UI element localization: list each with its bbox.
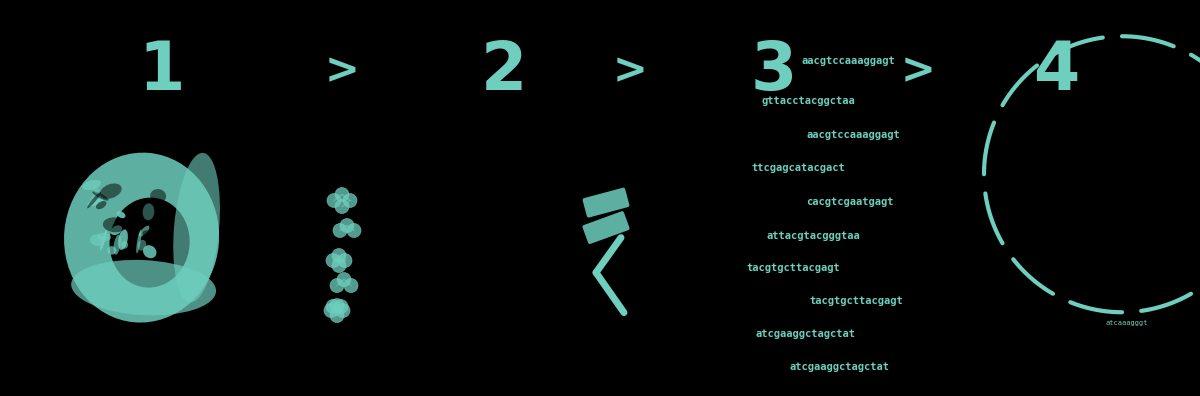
Ellipse shape [118,229,128,250]
Ellipse shape [88,198,103,206]
Ellipse shape [109,198,190,287]
Text: tacgtgcttacgagt: tacgtgcttacgagt [809,296,902,306]
Ellipse shape [143,245,156,258]
Ellipse shape [92,185,100,194]
Ellipse shape [338,253,352,268]
Ellipse shape [143,230,152,240]
Ellipse shape [340,219,354,232]
Ellipse shape [330,308,344,322]
Ellipse shape [335,200,349,213]
Text: attacgtacgggtaa: attacgtacgggtaa [766,230,860,241]
Ellipse shape [90,192,103,206]
Ellipse shape [88,192,101,208]
Ellipse shape [103,217,127,232]
FancyBboxPatch shape [582,188,630,217]
Ellipse shape [330,299,344,312]
Ellipse shape [347,223,361,238]
Text: ttcgagcatacgact: ttcgagcatacgact [751,163,845,173]
Ellipse shape [107,246,116,255]
Ellipse shape [332,249,346,263]
Text: aacgtccaaaggagt: aacgtccaaaggagt [806,129,900,140]
Ellipse shape [137,230,142,253]
Ellipse shape [121,241,128,249]
Ellipse shape [324,303,338,318]
Text: tacgtgcttacgagt: tacgtgcttacgagt [746,263,840,274]
Ellipse shape [344,278,358,293]
Ellipse shape [332,259,346,272]
Ellipse shape [96,201,107,209]
Text: >: > [612,50,648,92]
Ellipse shape [335,188,349,202]
Text: 1: 1 [139,38,185,104]
Text: 2: 2 [481,38,527,104]
Ellipse shape [326,194,341,208]
Ellipse shape [143,203,155,220]
Ellipse shape [332,223,347,238]
Text: >: > [324,50,360,92]
Text: >: > [900,50,936,92]
Ellipse shape [139,226,150,237]
Ellipse shape [110,225,122,235]
Ellipse shape [330,278,344,293]
Ellipse shape [90,234,103,246]
Ellipse shape [336,303,350,318]
Text: cacgtcgaatgagt: cacgtcgaatgagt [806,197,894,207]
Text: 3: 3 [751,38,797,104]
Ellipse shape [64,152,220,323]
Ellipse shape [71,260,216,315]
Text: atcgaaggctagctat: atcgaaggctagctat [790,362,890,372]
Ellipse shape [116,211,126,218]
Text: atcgaaggctagctat: atcgaaggctagctat [756,329,856,339]
Ellipse shape [92,191,109,201]
Ellipse shape [150,189,166,203]
Text: atcaaagggt: atcaaagggt [1105,320,1148,326]
Ellipse shape [97,233,110,241]
Ellipse shape [326,253,340,268]
Ellipse shape [173,153,220,302]
Ellipse shape [337,272,350,287]
Ellipse shape [326,299,340,314]
Ellipse shape [343,194,358,208]
Ellipse shape [100,183,121,199]
Text: gttacctacggctaa: gttacctacggctaa [761,96,854,106]
Ellipse shape [114,234,121,255]
Text: aacgtccaaaggagt: aacgtccaaaggagt [802,56,895,67]
Text: 4: 4 [1033,38,1079,104]
Ellipse shape [138,240,146,251]
Ellipse shape [334,299,348,314]
Ellipse shape [83,180,101,190]
Ellipse shape [100,230,107,251]
FancyBboxPatch shape [582,211,630,244]
